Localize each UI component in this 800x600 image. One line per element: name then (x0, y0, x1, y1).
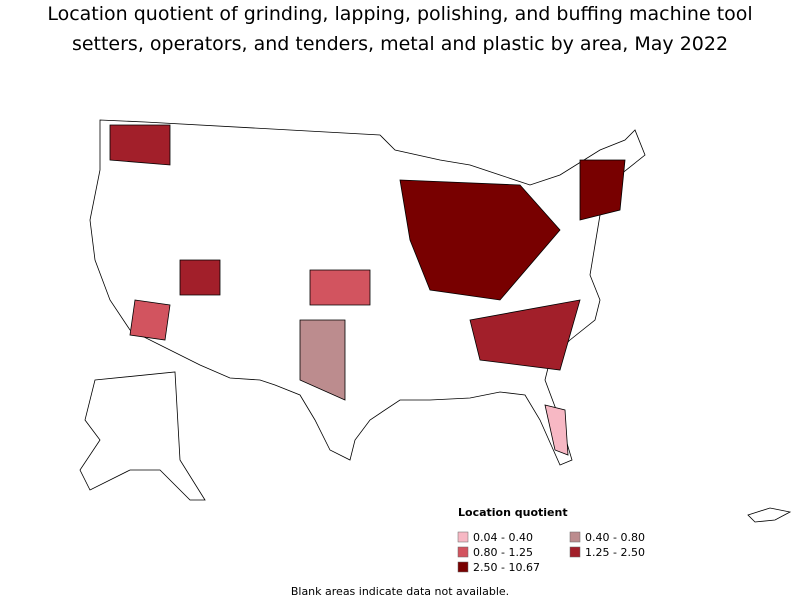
region (399, 179, 561, 301)
region (179, 259, 221, 296)
region (309, 269, 371, 306)
title-line: Location quotient of grinding, lapping, … (47, 3, 752, 25)
legend-label: 2.50 - 10.67 (473, 561, 540, 574)
legend-label: 1.25 - 2.50 (585, 546, 645, 559)
legend-swatch (569, 546, 581, 558)
region (469, 299, 581, 371)
legend-swatch (457, 561, 469, 573)
region (129, 299, 171, 341)
legend: 0.04 - 0.40 0.40 - 0.80 0.80 - 1.25 1.25 - … (457, 531, 645, 574)
legend-label: 0.04 - 0.40 (473, 531, 533, 544)
legend-label: 0.80 - 1.25 (473, 546, 533, 559)
region (579, 159, 626, 221)
legend-title: Location quotient (458, 506, 568, 519)
legend-label: 0.40 - 0.80 (585, 531, 645, 544)
title-line: setters, operators, and tenders, metal a… (72, 33, 728, 55)
footnote: Blank areas indicate data not available. (291, 585, 509, 598)
legend-swatch (457, 546, 469, 558)
region (299, 319, 346, 401)
legend-swatch (457, 531, 469, 543)
hawaii (747, 507, 792, 523)
region (109, 124, 171, 166)
region (544, 404, 569, 456)
alaska (79, 371, 206, 501)
map (79, 119, 792, 523)
legend-swatch (569, 531, 581, 543)
